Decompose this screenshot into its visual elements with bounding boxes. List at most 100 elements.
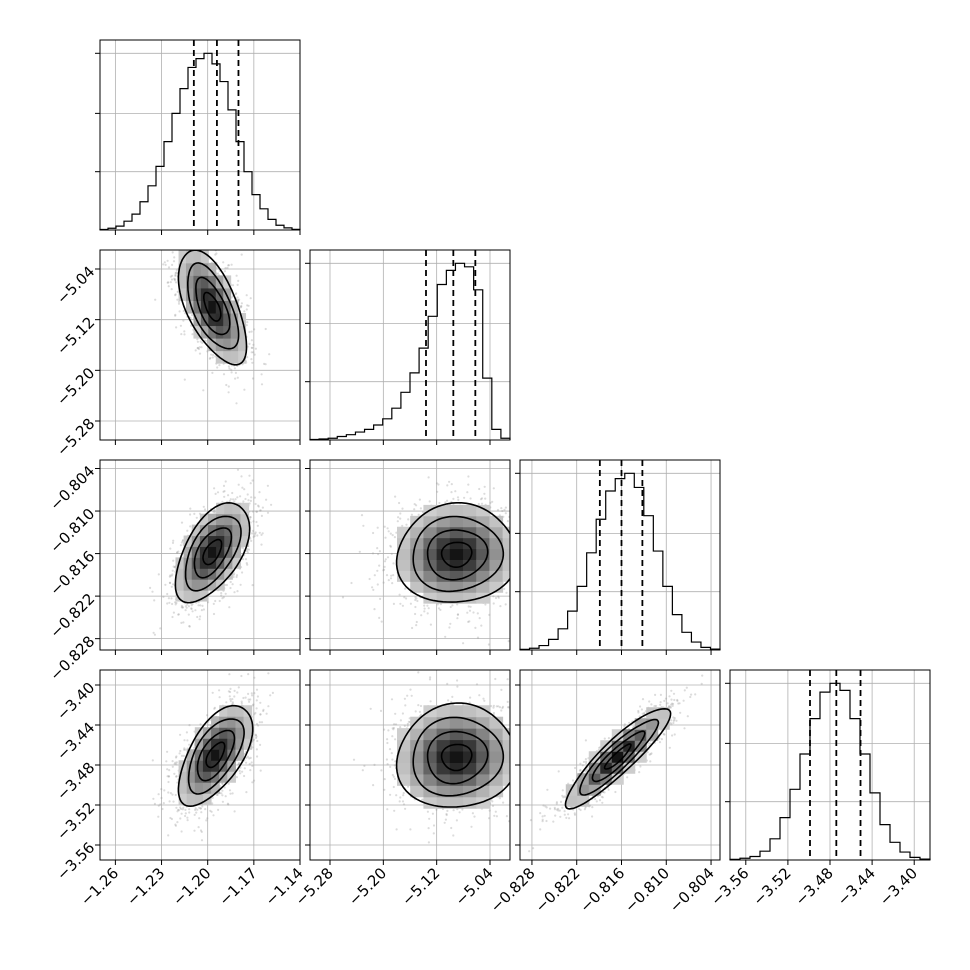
scatter-point <box>231 491 234 495</box>
scatter-point <box>427 607 430 610</box>
scatter-point <box>529 560 531 562</box>
scatter-point <box>449 622 452 625</box>
scatter-point <box>232 575 235 579</box>
scatter-point <box>202 608 205 611</box>
scatter-point <box>183 378 186 381</box>
scatter-point <box>251 361 254 364</box>
scatter-point <box>396 520 399 523</box>
scatter-point <box>180 333 183 336</box>
scatter-point <box>183 333 186 336</box>
scatter-point <box>177 300 181 303</box>
pair-frame-2-1 <box>309 459 511 651</box>
density-cell <box>476 592 490 604</box>
scatter-point <box>382 569 385 572</box>
scatter-point <box>201 604 204 608</box>
scatter-point <box>228 673 231 676</box>
scatter-point <box>213 487 216 490</box>
density-cell <box>397 559 411 571</box>
contour-line <box>195 276 231 336</box>
density-cell <box>178 262 187 276</box>
scatter-point <box>197 601 200 604</box>
scatter-point <box>178 752 181 755</box>
scatter-point <box>227 391 230 394</box>
density-cell <box>238 325 247 339</box>
scatter-point <box>260 543 263 546</box>
scatter-point <box>250 496 253 499</box>
scatter-point <box>176 298 179 301</box>
scatter-point <box>492 487 495 490</box>
density-cell <box>449 581 464 593</box>
scatter-point <box>469 605 472 608</box>
scatter-point <box>206 341 209 344</box>
scatter-point <box>195 516 198 519</box>
scatter-point <box>231 701 234 704</box>
scatter-point <box>436 603 439 606</box>
contour-line <box>412 515 505 593</box>
scatter-point <box>512 580 514 582</box>
scatter-point <box>466 611 469 614</box>
histogram-1 <box>309 262 511 441</box>
density-cell <box>232 502 241 515</box>
scatter-point <box>438 501 441 505</box>
scatter-point <box>214 355 217 358</box>
scatter-point <box>394 495 397 498</box>
scatter-point <box>235 292 238 295</box>
density-cell <box>178 275 187 289</box>
scatter-point <box>246 304 249 307</box>
scatter-point <box>517 561 519 563</box>
scatter-point <box>209 356 212 359</box>
scatter-point <box>504 603 507 606</box>
density-cell <box>185 250 194 264</box>
scatter-point <box>350 581 353 585</box>
scatter-point <box>514 563 516 565</box>
scatter-point <box>254 531 257 534</box>
scatter-point <box>391 534 394 537</box>
scatter-point <box>456 603 459 606</box>
scatter-point <box>528 528 530 530</box>
scatter-point <box>220 594 223 597</box>
density-cell <box>215 325 224 339</box>
scatter-point <box>378 616 381 620</box>
scatter-point <box>176 551 179 554</box>
scatter-point <box>221 500 224 503</box>
scatter-point <box>236 283 239 286</box>
scatter-point <box>255 735 258 738</box>
scatter-point <box>182 621 185 624</box>
contour-line <box>440 541 473 568</box>
scatter-point <box>251 510 254 513</box>
scatter-point <box>426 612 429 615</box>
scatter-point <box>469 497 472 500</box>
scatter-point <box>235 776 238 779</box>
scatter-point <box>449 605 452 609</box>
scatter-point <box>251 532 254 535</box>
scatter-point <box>221 597 224 600</box>
density-cell <box>476 537 490 550</box>
scatter-point <box>172 611 175 614</box>
scatter-point <box>226 266 229 269</box>
scatter-point <box>245 308 248 311</box>
scatter-point <box>236 468 240 471</box>
scatter-point <box>175 269 178 272</box>
scatter-point <box>242 500 245 503</box>
scatter-point <box>516 573 518 575</box>
scatter-point <box>233 367 236 370</box>
scatter-point <box>463 496 466 499</box>
density-cell <box>489 537 504 550</box>
density-cell <box>183 546 193 558</box>
scatter-point <box>452 497 455 500</box>
scatter-point <box>517 581 519 583</box>
scatter-point <box>512 559 514 561</box>
scatter-point <box>178 236 180 238</box>
density-cell <box>224 568 233 580</box>
density-cell <box>240 524 250 537</box>
scatter-point <box>256 524 259 527</box>
scatter-point <box>234 293 237 296</box>
scatter-point <box>358 550 361 553</box>
scatter-point <box>456 613 459 616</box>
scatter-point <box>184 748 187 751</box>
pair-panel-2-1 <box>341 475 531 646</box>
scatter-point <box>170 240 172 242</box>
scatter-point <box>211 356 214 359</box>
contour-line <box>202 538 223 566</box>
scatter-point <box>153 633 156 636</box>
